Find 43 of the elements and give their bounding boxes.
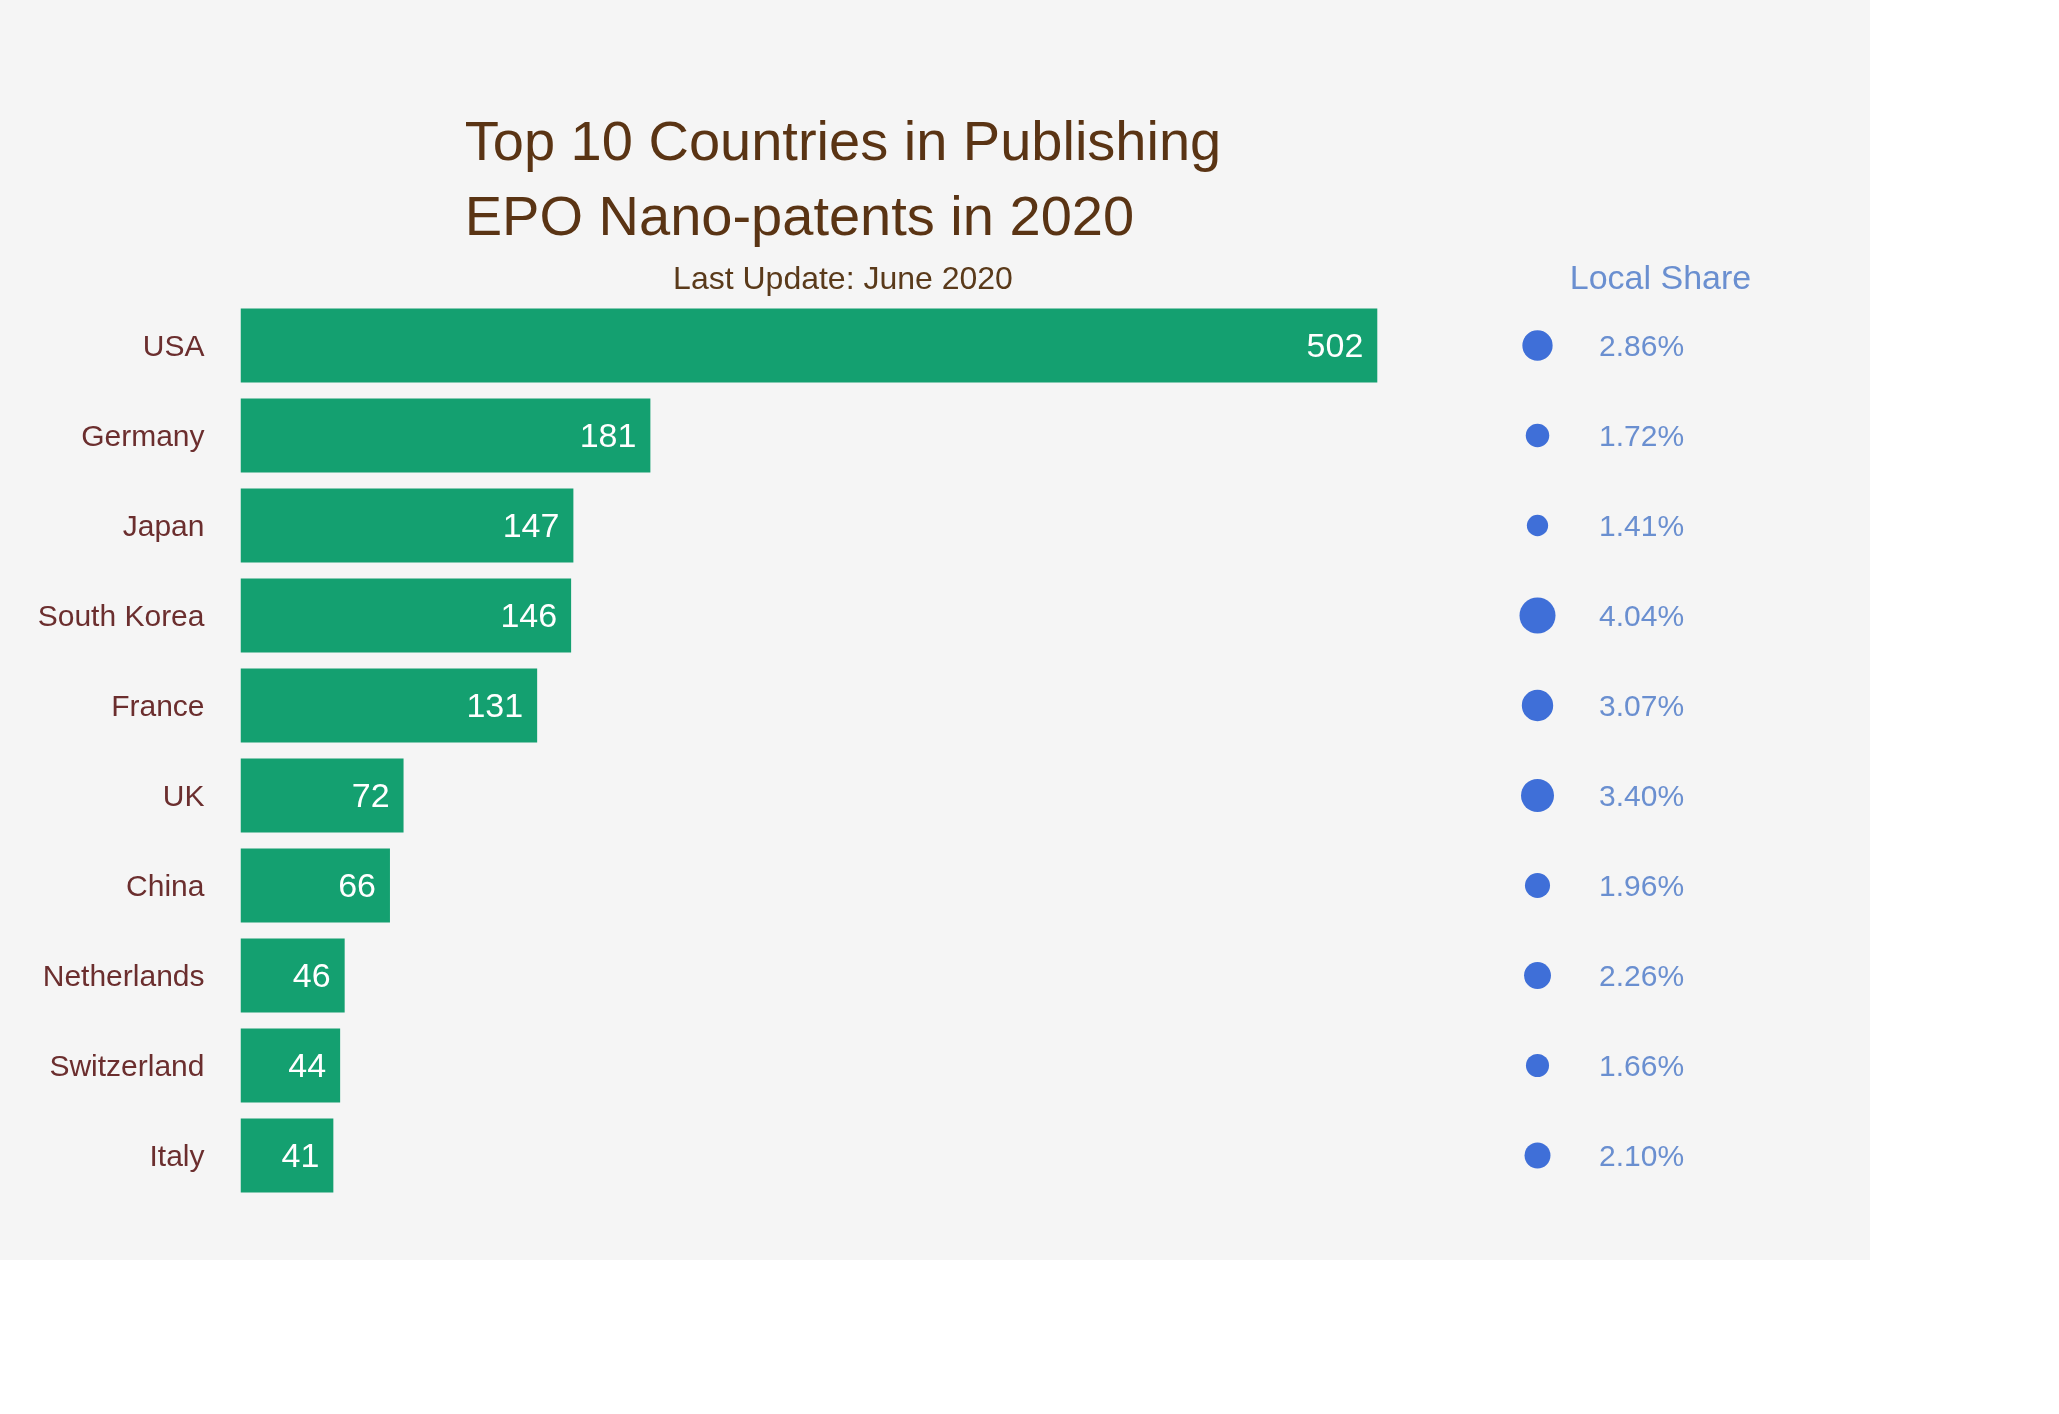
bar xyxy=(240,1118,334,1193)
data-label: 1.41% xyxy=(1599,509,1685,542)
data-label: 181 xyxy=(579,416,637,454)
data-label: 131 xyxy=(466,686,524,724)
y-tick-label: China xyxy=(126,869,205,902)
bar xyxy=(240,398,651,473)
bar xyxy=(240,1028,341,1103)
data-label: 1.66% xyxy=(1599,1049,1685,1082)
data-label: 146 xyxy=(500,596,558,634)
bar xyxy=(240,488,574,563)
y-tick-label: UK xyxy=(162,779,205,812)
data-label: 46 xyxy=(292,956,331,994)
data-label: 3.40% xyxy=(1599,779,1685,812)
chart-title: Top 10 Countries in Publishing EPO Nano-patents in 2020 xyxy=(464,108,1222,248)
data-label: 502 xyxy=(1306,326,1364,364)
data-label: 44 xyxy=(288,1046,327,1084)
chart-subtitle: Last Update: June 2020 xyxy=(673,259,1013,296)
data-label: 147 xyxy=(502,506,560,544)
bar xyxy=(240,758,404,833)
y-tick-label: USA xyxy=(142,329,205,362)
data-label: 1.72% xyxy=(1599,419,1685,452)
y-tick-label: Japan xyxy=(122,509,205,542)
data-label: 41 xyxy=(281,1136,320,1174)
data-label: 2.10% xyxy=(1599,1139,1685,1172)
data-label: 4.04% xyxy=(1599,599,1685,632)
text: Local Share xyxy=(1569,257,1752,296)
data-label: 2.26% xyxy=(1599,959,1685,992)
data-label: 66 xyxy=(338,866,376,904)
bar xyxy=(240,578,572,653)
data-label: 3.07% xyxy=(1599,689,1685,722)
data-label: 2.86% xyxy=(1599,329,1685,362)
y-tick-label: Switzerland xyxy=(49,1049,205,1082)
data-label: 1.96% xyxy=(1599,869,1685,902)
bar xyxy=(240,848,390,923)
data-label: 72 xyxy=(351,776,390,814)
bar xyxy=(240,938,345,1013)
y-tick-label: France xyxy=(111,689,205,722)
y-tick-label: Germany xyxy=(81,419,205,452)
y-tick-label: Netherlands xyxy=(42,959,205,992)
y-tick-label: South Korea xyxy=(37,599,205,632)
y-tick-label: Italy xyxy=(149,1139,205,1172)
bar xyxy=(240,668,538,743)
bar xyxy=(240,308,1378,383)
